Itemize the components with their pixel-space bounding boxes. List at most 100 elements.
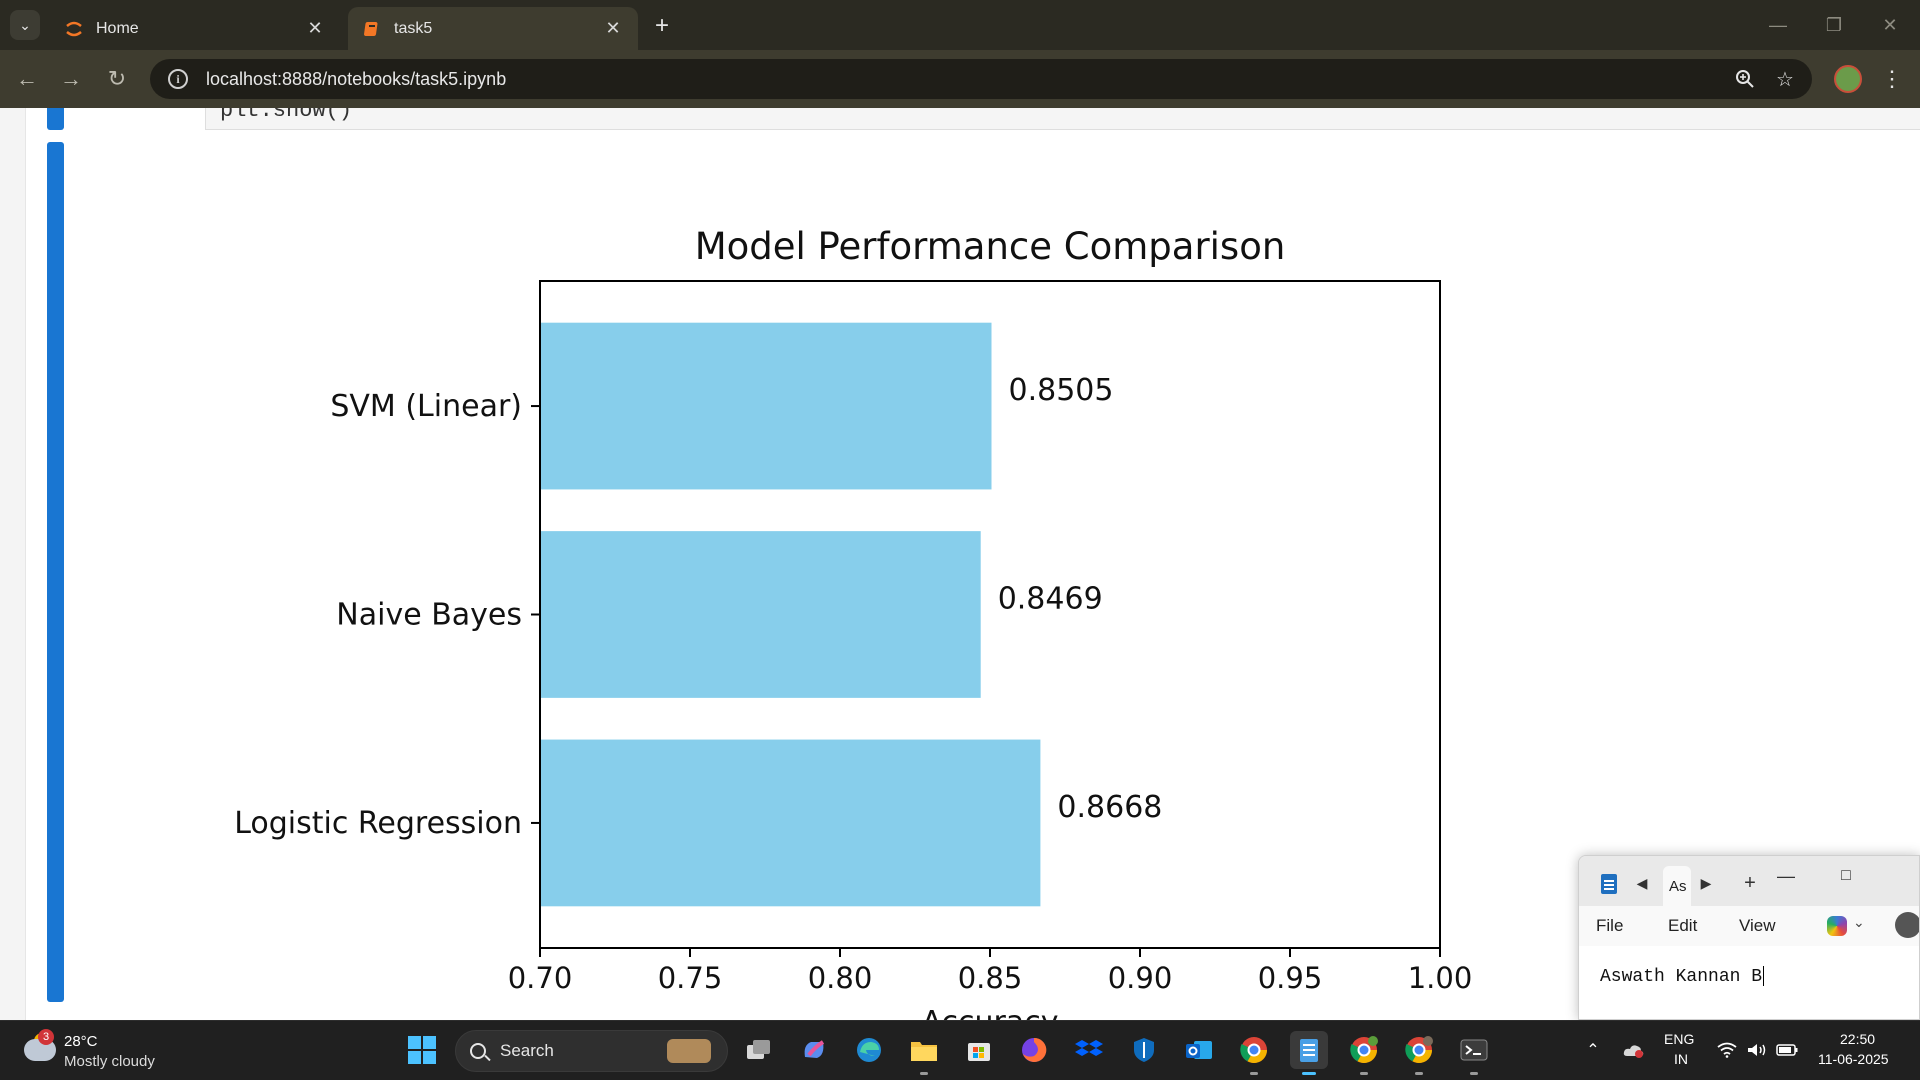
notebook-icon xyxy=(362,19,382,39)
search-icon xyxy=(470,1043,486,1059)
notepad-text: Aswath Kannan B xyxy=(1600,966,1763,987)
notepad-icon[interactable] xyxy=(1290,1031,1328,1075)
notepad-titlebar: ◀ As ▶ + — □ xyxy=(1579,856,1919,906)
forward-button[interactable]: → xyxy=(56,64,86,94)
address-bar[interactable]: i localhost:8888/notebooks/task5.ipynb xyxy=(150,59,1812,99)
text-caret xyxy=(1763,966,1765,986)
tab-task5[interactable]: task5 ✕ xyxy=(348,7,638,50)
weather-desc: Mostly cloudy xyxy=(64,1053,155,1070)
chevron-down-icon: ⌄ xyxy=(19,16,31,33)
jupyter-icon xyxy=(64,19,84,39)
browser-tab-strip: ⌄ Home ✕ task5 ✕ + — ❐ ✕ xyxy=(0,0,1920,50)
clock-time[interactable]: 22:50 xyxy=(1840,1031,1876,1047)
taskbar-search[interactable]: Search xyxy=(455,1030,728,1072)
defender-icon[interactable] xyxy=(1125,1031,1163,1069)
cell-marker[interactable] xyxy=(47,108,64,130)
x-tick-label: 0.85 xyxy=(958,961,1023,995)
notification-badge: 3 xyxy=(38,1029,54,1045)
dropbox-icon[interactable] xyxy=(1070,1031,1108,1069)
data-label: 0.8469 xyxy=(998,582,1103,617)
active-cell-marker[interactable] xyxy=(47,142,64,1002)
terminal-icon[interactable] xyxy=(1455,1031,1493,1075)
category-label: Naive Bayes xyxy=(336,598,522,633)
zoom-icon[interactable] xyxy=(1732,66,1758,92)
minimize-button[interactable]: — xyxy=(1777,865,1795,886)
chevron-up-icon[interactable]: ⌃ xyxy=(1586,1042,1600,1059)
chevron-down-icon[interactable]: ⌄ xyxy=(1853,914,1865,930)
microsoft-store-icon[interactable] xyxy=(960,1031,998,1069)
notepad-menubar: File Edit View ⌄ xyxy=(1579,906,1919,946)
weather-temp: 28°C xyxy=(64,1033,98,1050)
x-tick-label: 0.70 xyxy=(508,961,573,995)
minimize-button[interactable]: — xyxy=(1769,14,1787,35)
back-button[interactable]: ← xyxy=(12,64,42,94)
bookmark-star-icon[interactable]: ☆ xyxy=(1776,68,1794,91)
bar xyxy=(541,322,992,490)
bar-chart: Model Performance Comparison Logistic Reg… xyxy=(234,225,1473,1028)
data-label: 0.8505 xyxy=(1009,373,1114,408)
close-window-button[interactable]: ✕ xyxy=(1882,14,1898,35)
search-label: Search xyxy=(500,1041,554,1060)
browser-menu-icon[interactable]: ⋮ xyxy=(1881,66,1903,91)
x-tick-label: 0.75 xyxy=(658,961,723,995)
file-explorer-icon[interactable] xyxy=(905,1031,943,1075)
restore-button[interactable]: ❐ xyxy=(1825,14,1843,35)
arrow-right-icon: → xyxy=(60,66,82,91)
menu-view[interactable]: View xyxy=(1739,916,1776,935)
windows-icon xyxy=(408,1036,436,1064)
menu-file[interactable]: File xyxy=(1596,916,1624,935)
chrome-icon[interactable] xyxy=(1235,1031,1273,1075)
wifi-icon[interactable] xyxy=(1716,1039,1738,1061)
tab-search-button[interactable]: ⌄ xyxy=(10,10,40,40)
notepad-tab-label: As xyxy=(1669,877,1687,895)
bar xyxy=(541,739,1041,907)
tab-scroll-left-icon[interactable]: ◀ xyxy=(1636,874,1648,891)
firefox-icon[interactable] xyxy=(1015,1031,1053,1069)
code-cell-remnant[interactable]: plt.show() xyxy=(205,108,1920,130)
volume-icon[interactable] xyxy=(1746,1039,1768,1061)
x-tick-label: 0.90 xyxy=(1108,961,1173,995)
close-icon[interactable]: ✕ xyxy=(307,18,323,38)
avatar[interactable] xyxy=(1895,912,1919,938)
browser-toolbar: ← → ↻ i localhost:8888/notebooks/task5.i… xyxy=(0,50,1920,108)
data-label: 0.8668 xyxy=(1057,790,1162,825)
profile-avatar[interactable] xyxy=(1834,65,1862,93)
clock-date[interactable]: 11-06-2025 xyxy=(1818,1051,1889,1067)
start-button[interactable] xyxy=(403,1031,441,1069)
taskbar: 3 28°C Mostly cloudy Search xyxy=(0,1020,1920,1080)
bar xyxy=(541,531,981,698)
x-tick-label: 1.00 xyxy=(1408,961,1473,995)
chrome-profile-a-icon[interactable] xyxy=(1345,1031,1383,1075)
weather-widget[interactable]: 3 28°C Mostly cloudy xyxy=(20,1029,170,1073)
chart-title: Model Performance Comparison xyxy=(695,225,1286,268)
x-tick-label: 0.95 xyxy=(1258,961,1323,995)
new-tab-button[interactable]: + xyxy=(654,12,669,39)
notepad-editor[interactable]: Aswath Kannan B xyxy=(1579,946,1919,1019)
chrome-profile-b-icon[interactable] xyxy=(1400,1031,1438,1075)
task-view-icon[interactable] xyxy=(740,1031,778,1069)
reload-icon: ↻ xyxy=(107,66,127,91)
tab-scroll-right-icon[interactable]: ▶ xyxy=(1700,874,1712,891)
menu-edit[interactable]: Edit xyxy=(1668,916,1698,935)
tab-title: task5 xyxy=(394,19,433,37)
copilot-icon[interactable] xyxy=(795,1031,833,1069)
outlook-icon[interactable] xyxy=(1180,1031,1218,1069)
reload-button[interactable]: ↻ xyxy=(102,64,132,94)
copilot-icon[interactable] xyxy=(1827,916,1847,936)
language-code[interactable]: ENG xyxy=(1664,1031,1695,1047)
tab-home[interactable]: Home ✕ xyxy=(50,7,340,50)
onedrive-icon[interactable] xyxy=(1622,1039,1644,1061)
new-tab-button[interactable]: + xyxy=(1744,871,1756,894)
notepad-icon xyxy=(1601,874,1617,894)
tab-title: Home xyxy=(96,19,139,37)
notepad-tab[interactable]: As xyxy=(1663,866,1691,906)
edge-icon[interactable] xyxy=(850,1031,888,1069)
battery-icon[interactable] xyxy=(1776,1039,1798,1061)
maximize-button[interactable]: □ xyxy=(1841,867,1851,884)
close-icon[interactable]: ✕ xyxy=(605,18,621,38)
language-region[interactable]: IN xyxy=(1674,1051,1688,1067)
site-info-icon[interactable]: i xyxy=(168,69,188,89)
arrow-left-icon: ← xyxy=(16,66,38,91)
code-text: plt.show() xyxy=(220,108,353,123)
page-gutter xyxy=(0,108,26,1020)
